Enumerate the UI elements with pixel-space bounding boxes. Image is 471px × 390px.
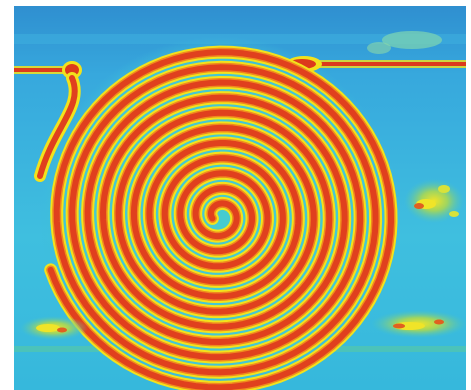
hotspot-bottom-right bbox=[371, 310, 466, 338]
warm-patch-top-right-small bbox=[367, 42, 391, 54]
spiral-hot bbox=[47, 49, 395, 390]
spiral-coil bbox=[34, 45, 398, 390]
warm-patch-top-right bbox=[382, 31, 442, 49]
left-lead bbox=[14, 61, 82, 79]
thermal-image bbox=[14, 6, 466, 390]
coil-entry bbox=[37, 75, 78, 179]
hotspot-bottom-left bbox=[20, 316, 88, 340]
hotspot-right bbox=[404, 179, 464, 223]
